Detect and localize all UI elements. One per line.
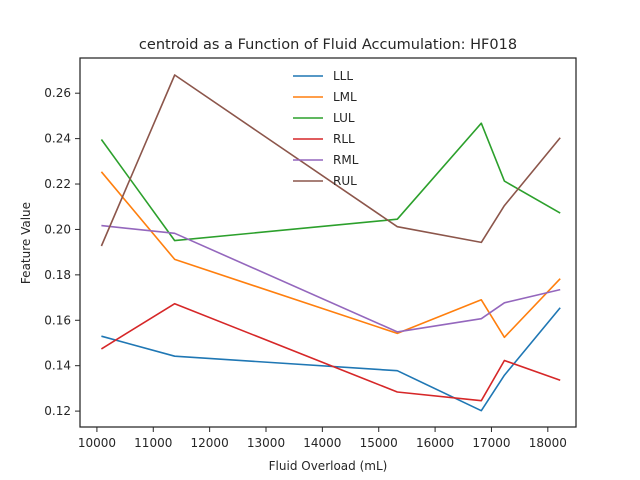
legend-label-rll: RLL (333, 132, 355, 146)
y-axis-label: Feature Value (19, 202, 33, 284)
x-tick-label: 13000 (247, 436, 285, 450)
legend-label-lul: LUL (333, 111, 355, 125)
y-tick-label: 0.26 (44, 86, 71, 100)
y-axis-ticks: 0.12 0.14 0.16 0.18 0.20 0.22 0.24 0.26 (44, 86, 80, 418)
plot-frame (79, 57, 577, 428)
y-tick-label: 0.24 (44, 132, 71, 146)
series-line-lml (100, 171, 561, 339)
x-tick-label: 10000 (78, 436, 116, 450)
legend-label-rul: RUL (333, 174, 357, 188)
series-line-rll (100, 302, 561, 402)
x-tick-label: 18000 (529, 436, 567, 450)
y-tick-label: 0.22 (44, 177, 71, 191)
series-line-rml (101, 224, 561, 333)
legend: LLL LML LUL RLL RML RUL (293, 69, 359, 188)
x-tick-label: 12000 (191, 436, 229, 450)
y-tick-label: 0.12 (44, 404, 71, 418)
y-tick-label: 0.16 (44, 313, 71, 327)
y-tick-label: 0.14 (44, 359, 71, 373)
x-tick-label: 15000 (360, 436, 398, 450)
y-tick-label: 0.18 (44, 268, 71, 282)
legend-label-lml: LML (333, 90, 357, 104)
x-tick-label: 16000 (416, 436, 454, 450)
chart-title: centroid as a Function of Fluid Accumula… (139, 37, 517, 53)
series-line-lul (100, 122, 561, 242)
legend-label-rml: RML (333, 153, 359, 167)
series-lines (100, 74, 561, 412)
y-tick-label: 0.20 (44, 222, 71, 236)
x-axis-label: Fluid Overload (mL) (269, 459, 388, 473)
x-axis-ticks: 10000 11000 12000 13000 14000 15000 16000 17000… (78, 427, 567, 450)
series-line-rul (100, 74, 561, 247)
legend-label-lll: LLL (333, 69, 353, 83)
x-tick-label: 14000 (303, 436, 341, 450)
x-tick-label: 11000 (134, 436, 172, 450)
x-tick-label: 17000 (472, 436, 510, 450)
